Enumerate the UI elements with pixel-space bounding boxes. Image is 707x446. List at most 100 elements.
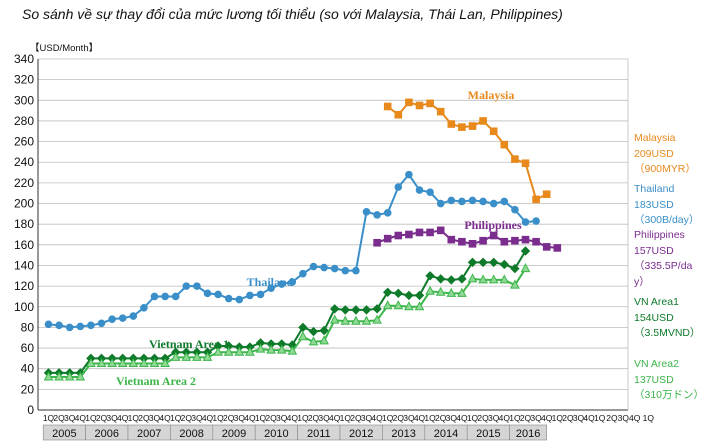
vn-area2-data-point: [139, 357, 149, 368]
malaysia-data-point: [489, 127, 498, 136]
vn-area2-data-point: [245, 346, 255, 356]
philippines-data-point: [394, 231, 403, 240]
philippines-data-point: [479, 236, 487, 245]
x-year-label: 2009: [222, 428, 246, 440]
malaysia-series-label: Malaysia: [468, 88, 515, 102]
side-label-vn-area1: VN Area1 154USD （3.5MVND）: [634, 296, 701, 339]
thailand-data-point: [55, 321, 63, 330]
vn-area2-data-point: [478, 274, 488, 284]
x-tick-quarter-label: 3Q: [234, 413, 246, 423]
philippines-data-point: [383, 234, 392, 243]
x-tick-quarter-label: 2Q: [562, 413, 574, 423]
thailand-data-point: [362, 207, 371, 216]
vn-area2-data-point: [467, 273, 478, 283]
thailand-data-point: [341, 266, 350, 275]
x-tick-quarter-label: 1Q: [212, 413, 224, 423]
vn-area2-data-point: [510, 279, 520, 289]
philippines-data-point: [405, 230, 413, 239]
x-tick-quarter-label: 3Q: [403, 413, 415, 423]
malaysia-data-point: [383, 102, 392, 111]
vn-area2-data-point: [181, 351, 192, 361]
malaysia-data-point: [405, 98, 413, 107]
vn-area2-data-point: [223, 346, 234, 356]
thailand-data-point: [468, 196, 477, 205]
x-tick-quarter-label: 3Q: [191, 413, 203, 423]
thailand-data-point: [246, 291, 254, 300]
x-year-label: 2013: [391, 428, 415, 440]
vn-area2-data-point: [520, 263, 531, 273]
vn-area2-data-point: [170, 351, 181, 361]
vn-area1-data-point: [467, 257, 478, 268]
x-tick-quarter-label: 1Q: [382, 413, 394, 423]
thailand-data-point: [277, 280, 286, 288]
vn-area2-data-point: [287, 345, 298, 355]
vn-area2-data-point: [488, 274, 499, 284]
x-tick-quarter-label: 3Q: [488, 413, 500, 423]
malaysia-data-point: [447, 120, 456, 128]
thailand-data-point: [320, 263, 328, 272]
thailand-data-point: [267, 284, 275, 292]
thailand-data-point: [383, 209, 392, 217]
vn-area2-data-point: [128, 357, 139, 368]
thailand-data-point: [108, 315, 116, 323]
malaysia-data-point: [436, 107, 445, 116]
thailand-data-point: [224, 294, 233, 303]
vn-area2-data-point: [43, 371, 54, 381]
philippines-series-label: Philippines: [464, 218, 522, 232]
y-tick-label: 180: [14, 217, 34, 231]
thailand-data-point: [373, 211, 381, 219]
vn-area2-series-label: Vietnam Area 2: [116, 374, 196, 388]
malaysia-data-point: [521, 159, 530, 168]
vn-area1-data-point: [361, 305, 372, 315]
vn-area2-data-point: [202, 351, 213, 361]
x-tick-quarter-label: 1Q: [85, 413, 97, 423]
vn-area2-data-point: [192, 351, 202, 361]
vn-area1-data-point: [446, 275, 457, 285]
vn-area2-data-point: [446, 287, 457, 297]
vn-area1-data-point: [478, 257, 488, 268]
x-tick-trailing-label: 2Q3Q4Q 1Q: [606, 413, 654, 423]
vn-area2-data-point: [308, 336, 319, 346]
thailand-data-point: [150, 292, 159, 301]
malaysia-data-point: [542, 190, 551, 199]
x-tick-quarter-label: 1Q: [297, 413, 309, 423]
side-label-philippines: Philippines 157USD （335.5P/da y）: [634, 229, 693, 288]
thailand-data-point: [193, 282, 201, 290]
vn-area1-data-point: [351, 305, 361, 315]
malaysia-data-point: [458, 123, 466, 131]
side-label-malaysia: Malaysia 209USD （900MYR）: [634, 132, 696, 175]
thailand-data-point: [140, 303, 148, 312]
x-tick-quarter-label: 2Q: [53, 413, 65, 423]
x-tick-quarter-label: 4Q: [75, 413, 87, 423]
vn-area2-data-point: [149, 357, 160, 368]
x-tick-quarter-label: 3Q: [573, 413, 585, 423]
vn-area2-data-point: [117, 357, 128, 368]
vn-area2-series-line: [48, 268, 527, 378]
thailand-data-point: [405, 170, 413, 179]
vn-area2-data-point: [64, 371, 75, 381]
vn-area2-data-point: [404, 301, 414, 311]
x-tick-quarter-label: 2Q: [138, 413, 150, 423]
thailand-data-point: [161, 292, 169, 301]
vn-area2-data-point: [329, 314, 340, 324]
x-tick-quarter-label: 2Q: [520, 413, 532, 423]
y-tick-label: 260: [14, 135, 34, 149]
x-tick-quarter-label: 3Q: [530, 413, 542, 423]
x-tick-quarter-label: 1Q: [340, 413, 352, 423]
side-label-thailand: Thailand 183USD （300B/day）: [634, 183, 700, 226]
y-tick-label: 120: [14, 279, 34, 293]
vn-area1-data-point: [319, 325, 329, 336]
thailand-data-point: [394, 183, 403, 191]
y-tick-label: 280: [14, 114, 34, 128]
vn-area1-series-line: [48, 250, 527, 374]
vn-area2-data-point: [96, 357, 107, 368]
vn-area1-data-point: [457, 274, 467, 284]
thailand-data-point: [447, 196, 456, 205]
malaysia-series-line: [387, 101, 548, 201]
thailand-data-point: [97, 319, 106, 328]
thailand-data-point: [256, 290, 265, 299]
malaysia-data-point: [479, 117, 487, 125]
thailand-data-point: [479, 197, 487, 206]
thailand-data-point: [214, 290, 222, 299]
thailand-data-point: [352, 266, 360, 275]
